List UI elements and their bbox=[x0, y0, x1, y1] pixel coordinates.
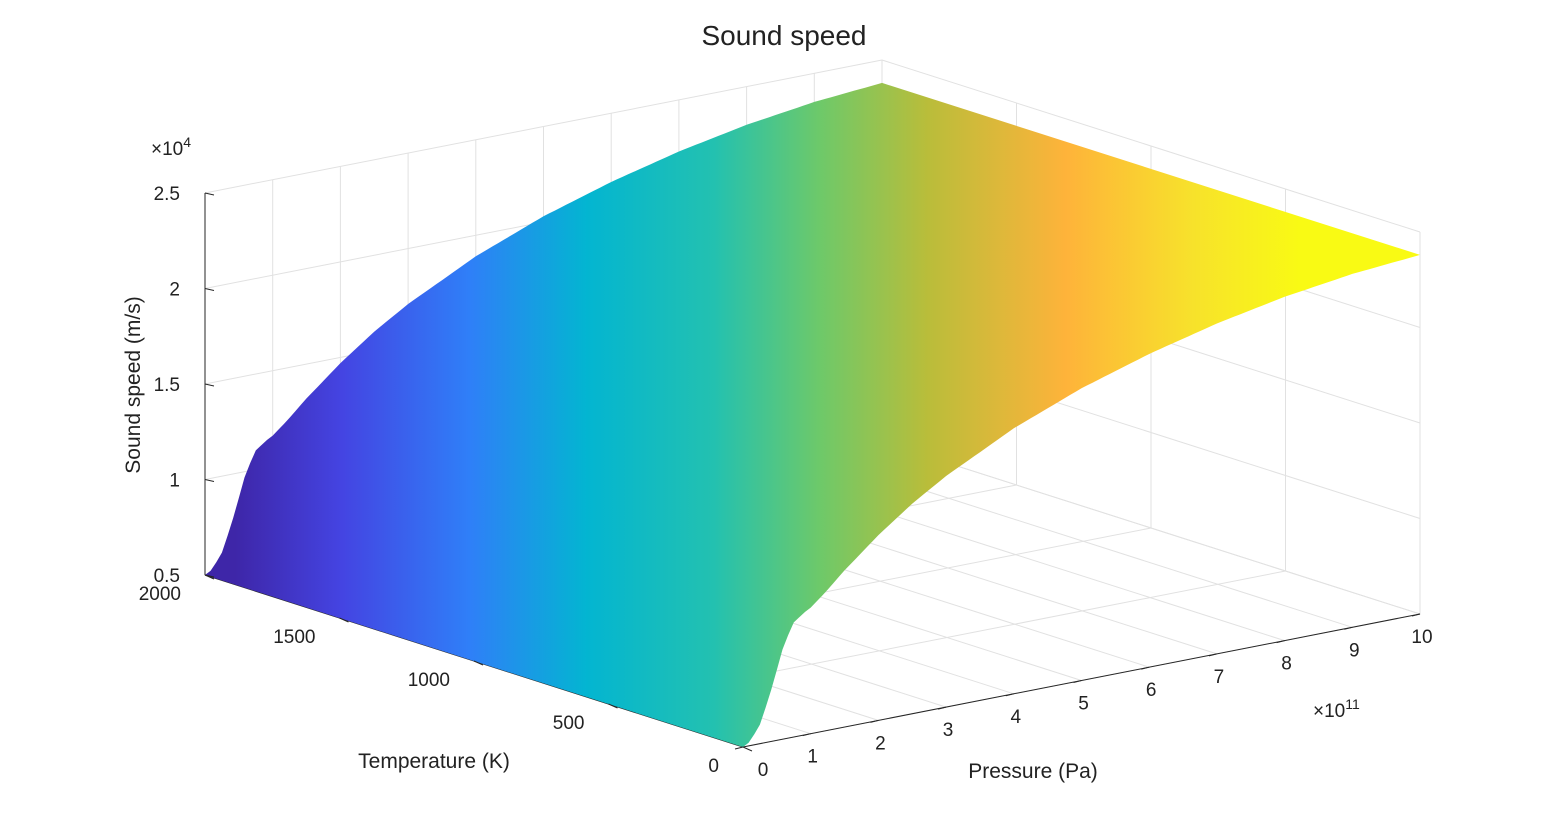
x-tick-mark bbox=[1411, 613, 1421, 617]
y-tick-mark bbox=[339, 617, 349, 623]
x-tick-mark bbox=[802, 733, 811, 737]
x-tick-mark bbox=[734, 746, 744, 750]
z-axis-label: Sound speed (m/s) bbox=[122, 296, 145, 473]
z-tick-mark bbox=[204, 479, 215, 482]
x-tick-mark bbox=[1073, 680, 1082, 683]
y-tick-mark bbox=[608, 703, 618, 709]
x-tick-mark bbox=[1344, 626, 1353, 630]
x-tick-mark bbox=[870, 719, 879, 723]
z-tick-label: 1 bbox=[169, 471, 180, 492]
x-tick-label: 2 bbox=[875, 733, 886, 754]
z-tick-label: 0.5 bbox=[154, 566, 180, 587]
surface bbox=[205, 82, 1420, 747]
z-tick-mark bbox=[204, 192, 215, 196]
z-exponent-label: ×104 bbox=[151, 134, 191, 160]
x-tick-label: 9 bbox=[1349, 640, 1360, 661]
y-tick-label: 2000 bbox=[139, 584, 181, 605]
x-tick-label: 1 bbox=[807, 747, 818, 768]
side-wall-grid-line bbox=[881, 59, 1421, 233]
x-tick-label: 0 bbox=[758, 760, 769, 781]
z-tick-mark bbox=[204, 383, 215, 387]
y-tick-label: 0 bbox=[708, 756, 719, 777]
z-tick-label: 1.5 bbox=[154, 375, 180, 396]
x-exponent-label: ×1011 bbox=[1313, 696, 1360, 722]
y-axis-label: Temperature (K) bbox=[358, 750, 510, 773]
x-tick-mark bbox=[1276, 640, 1285, 644]
x-tick-label: 4 bbox=[1011, 707, 1022, 728]
x-tick-mark bbox=[1141, 666, 1150, 670]
y-tick-label: 1500 bbox=[273, 627, 315, 648]
z-tick-label: 2 bbox=[169, 280, 180, 301]
x-tick-mark bbox=[1208, 653, 1218, 657]
side-wall-grid-line bbox=[881, 441, 1421, 615]
back-wall-grid-line bbox=[204, 59, 883, 194]
z-tick-mark bbox=[204, 574, 215, 578]
surface-mesh bbox=[205, 82, 1420, 747]
chart-title: Sound speed bbox=[701, 20, 866, 51]
x-tick-label: 5 bbox=[1078, 694, 1089, 715]
x-tick-label: 10 bbox=[1411, 627, 1432, 648]
x-tick-label: 3 bbox=[943, 720, 954, 741]
x-tick-label: 7 bbox=[1214, 667, 1225, 688]
x-tick-label: 8 bbox=[1281, 654, 1292, 675]
y-tick-mark bbox=[742, 746, 753, 752]
x-tick-label: 6 bbox=[1146, 680, 1157, 701]
x-tick-mark bbox=[937, 706, 947, 710]
z-tick-label: 2.5 bbox=[154, 184, 180, 205]
x-tick-mark bbox=[1005, 693, 1014, 697]
z-tick-mark bbox=[204, 288, 215, 291]
y-tick-mark bbox=[473, 660, 484, 666]
x-axis-label: Pressure (Pa) bbox=[968, 760, 1098, 783]
y-tick-label: 1000 bbox=[408, 670, 450, 691]
y-tick-label: 500 bbox=[553, 713, 585, 734]
